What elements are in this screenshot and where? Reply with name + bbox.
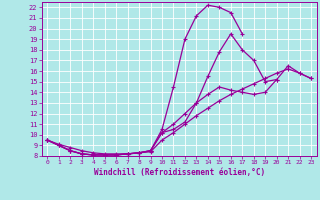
X-axis label: Windchill (Refroidissement éolien,°C): Windchill (Refroidissement éolien,°C)	[94, 168, 265, 177]
